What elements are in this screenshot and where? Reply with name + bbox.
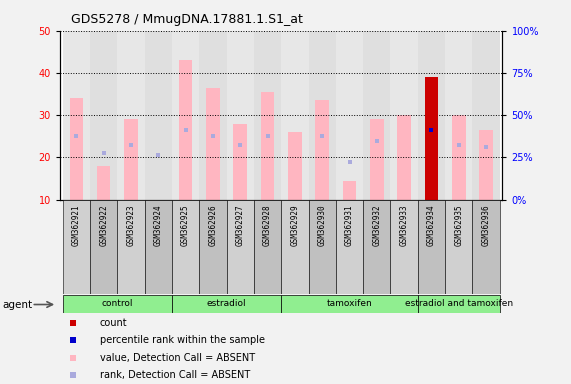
- Bar: [63, 31, 90, 200]
- Bar: [254, 200, 282, 294]
- Bar: [282, 31, 308, 200]
- Text: GSM362921: GSM362921: [72, 204, 81, 246]
- Text: GSM362933: GSM362933: [400, 204, 409, 246]
- Bar: [234, 124, 247, 200]
- Bar: [479, 130, 493, 200]
- Bar: [90, 200, 117, 294]
- Bar: [445, 200, 472, 294]
- Text: percentile rank within the sample: percentile rank within the sample: [100, 336, 265, 346]
- Text: GSM362927: GSM362927: [236, 204, 245, 246]
- Bar: [172, 200, 199, 294]
- Text: count: count: [100, 318, 127, 328]
- Text: GSM362936: GSM362936: [481, 204, 490, 246]
- Text: GSM362929: GSM362929: [291, 204, 299, 246]
- Text: GDS5278 / MmugDNA.17881.1.S1_at: GDS5278 / MmugDNA.17881.1.S1_at: [71, 13, 303, 26]
- Bar: [472, 31, 500, 200]
- Bar: [172, 295, 281, 313]
- Text: GSM362935: GSM362935: [455, 204, 463, 246]
- Bar: [90, 31, 117, 200]
- Bar: [117, 200, 144, 294]
- Bar: [288, 132, 301, 200]
- Bar: [97, 166, 111, 200]
- Text: GSM362930: GSM362930: [317, 204, 327, 246]
- Bar: [144, 200, 172, 294]
- Bar: [227, 31, 254, 200]
- Bar: [445, 31, 472, 200]
- Bar: [315, 101, 329, 200]
- Bar: [282, 200, 308, 294]
- Text: control: control: [102, 299, 133, 308]
- Bar: [336, 31, 363, 200]
- Bar: [199, 200, 227, 294]
- Text: GSM362931: GSM362931: [345, 204, 354, 246]
- Text: GSM362932: GSM362932: [372, 204, 381, 246]
- Bar: [70, 98, 83, 200]
- Bar: [206, 88, 220, 200]
- Bar: [391, 31, 418, 200]
- Bar: [308, 200, 336, 294]
- Text: agent: agent: [3, 300, 33, 310]
- Bar: [63, 295, 172, 313]
- Text: GSM362928: GSM362928: [263, 204, 272, 246]
- Bar: [336, 200, 363, 294]
- Bar: [308, 31, 336, 200]
- Text: GSM362922: GSM362922: [99, 204, 108, 246]
- Bar: [425, 77, 439, 200]
- Text: GSM362923: GSM362923: [127, 204, 135, 246]
- Bar: [343, 181, 356, 200]
- Bar: [282, 295, 418, 313]
- Text: GSM362926: GSM362926: [208, 204, 218, 246]
- Bar: [363, 200, 391, 294]
- Bar: [363, 31, 391, 200]
- Bar: [124, 119, 138, 200]
- Bar: [144, 31, 172, 200]
- Text: rank, Detection Call = ABSENT: rank, Detection Call = ABSENT: [100, 370, 250, 380]
- Bar: [63, 200, 90, 294]
- Bar: [391, 200, 418, 294]
- Text: GSM362934: GSM362934: [427, 204, 436, 246]
- Bar: [452, 115, 465, 200]
- Text: GSM362925: GSM362925: [181, 204, 190, 246]
- Text: GSM362924: GSM362924: [154, 204, 163, 246]
- Text: estradiol: estradiol: [207, 299, 247, 308]
- Text: estradiol and tamoxifen: estradiol and tamoxifen: [405, 299, 513, 308]
- Bar: [397, 115, 411, 200]
- Bar: [418, 200, 445, 294]
- Bar: [425, 77, 439, 200]
- Bar: [117, 31, 144, 200]
- Bar: [179, 60, 192, 200]
- Bar: [261, 92, 275, 200]
- Bar: [172, 31, 199, 200]
- Bar: [254, 31, 282, 200]
- Bar: [370, 119, 384, 200]
- Text: tamoxifen: tamoxifen: [327, 299, 372, 308]
- Bar: [418, 31, 445, 200]
- Bar: [199, 31, 227, 200]
- Bar: [418, 295, 500, 313]
- Bar: [472, 200, 500, 294]
- Text: value, Detection Call = ABSENT: value, Detection Call = ABSENT: [100, 353, 255, 363]
- Bar: [227, 200, 254, 294]
